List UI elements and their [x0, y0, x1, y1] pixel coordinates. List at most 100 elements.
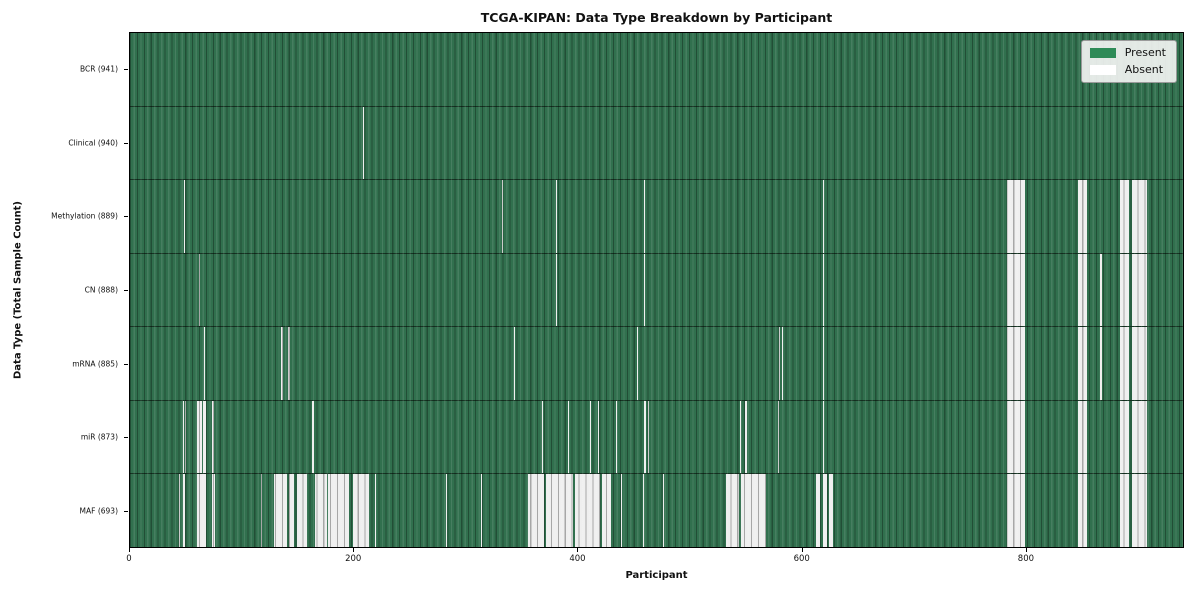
- x-tick-label: 400: [569, 554, 586, 564]
- absent-run: [1077, 400, 1087, 474]
- y-tick-mark: [124, 290, 128, 291]
- absent-run: [615, 400, 617, 474]
- absent-run: [328, 474, 350, 548]
- absent-run: [1007, 474, 1026, 548]
- y-tick-mark: [124, 68, 128, 70]
- absent-run: [481, 474, 483, 548]
- absent-run: [822, 253, 824, 327]
- heatmap-row-maf: [130, 474, 1183, 548]
- absent-run: [1120, 474, 1130, 548]
- absent-run: [556, 253, 558, 327]
- y-tick-mark: [124, 511, 128, 513]
- absent-run: [288, 474, 295, 548]
- absent-run: [1007, 327, 1026, 400]
- absent-run: [541, 400, 543, 474]
- x-tick-mark: [353, 548, 355, 552]
- absent-run: [597, 400, 599, 474]
- absent-run: [1100, 327, 1103, 400]
- absent-run: [182, 474, 185, 548]
- absent-run: [621, 474, 623, 548]
- absent-run: [546, 474, 574, 548]
- absent-run: [203, 327, 205, 400]
- x-tick-label: 800: [1017, 554, 1035, 564]
- y-tick-label-clinical: Clinical (940): [68, 138, 118, 148]
- absent-run: [829, 474, 833, 548]
- absent-run: [1131, 253, 1148, 327]
- absent-run: [179, 474, 181, 548]
- x-tick-label: 600: [793, 554, 810, 564]
- heatmap-row-mir: [130, 400, 1183, 475]
- heatmap-row-mrna: [130, 327, 1183, 401]
- absent-run: [740, 474, 766, 548]
- absent-run: [602, 474, 612, 548]
- absent-run: [445, 474, 447, 548]
- absent-run: [375, 474, 377, 548]
- x-tick-mark: [129, 548, 130, 552]
- absent-run: [643, 400, 646, 474]
- absent-run: [642, 474, 644, 548]
- legend-item-present: Present: [1089, 46, 1166, 59]
- absent-run: [636, 327, 639, 400]
- heatmap-row-methylation: [130, 180, 1183, 254]
- absent-run: [260, 474, 263, 548]
- absent-run: [1007, 400, 1026, 474]
- absent-run: [352, 474, 370, 548]
- y-tick-label-mir: miR (873): [80, 432, 118, 442]
- absent-run: [782, 327, 784, 400]
- absent-run: [1077, 180, 1087, 253]
- absent-run: [822, 474, 828, 548]
- absent-run: [643, 180, 645, 253]
- absent-run: [211, 400, 214, 474]
- absent-run: [314, 474, 327, 548]
- absent-run: [643, 253, 645, 327]
- absent-run: [1077, 327, 1087, 400]
- heatmap-row-cn: [130, 253, 1183, 328]
- absent-run: [1120, 180, 1130, 253]
- absent-run: [1120, 327, 1130, 400]
- absent-run: [184, 400, 186, 474]
- absent-run: [648, 400, 650, 474]
- legend: Present Absent: [1080, 40, 1177, 83]
- absent-run: [1131, 400, 1148, 474]
- absent-run: [362, 106, 364, 180]
- absent-run: [567, 400, 569, 474]
- chart-title: TCGA-KIPAN: Data Type Breakdown by Parti…: [480, 10, 833, 25]
- absent-run: [739, 400, 741, 474]
- absent-run: [556, 180, 558, 253]
- absent-run: [202, 400, 207, 474]
- absent-run: [726, 474, 739, 548]
- legend-label-absent: Absent: [1124, 63, 1164, 76]
- absent-run: [1131, 327, 1148, 400]
- y-tick-mark: [124, 216, 128, 218]
- absent-run: [312, 400, 314, 474]
- absent-run: [1120, 400, 1130, 474]
- legend-item-absent: Absent: [1089, 63, 1166, 76]
- y-tick-label-cn: CN (888): [84, 285, 118, 295]
- absent-run: [1077, 253, 1087, 327]
- absent-run: [528, 474, 545, 548]
- x-tick-mark: [577, 548, 579, 552]
- absent-run: [822, 180, 824, 253]
- heatmap-row-clinical: [130, 106, 1183, 181]
- heatmap-rows: [130, 33, 1183, 548]
- absent-run: [822, 400, 824, 474]
- absent-run: [1100, 253, 1103, 327]
- absent-run: [182, 400, 184, 474]
- absent-run: [287, 327, 291, 400]
- absent-run: [501, 180, 503, 253]
- x-tick-label: 200: [345, 554, 362, 564]
- plot-area: Present Absent: [129, 32, 1184, 548]
- absent-run: [1131, 180, 1148, 253]
- absent-run: [296, 474, 307, 548]
- y-tick-mark: [124, 363, 128, 365]
- heatmap-row-bcr: [130, 33, 1183, 107]
- legend-label-present: Present: [1124, 46, 1166, 59]
- x-tick-label: 0: [126, 554, 132, 564]
- absent-run: [589, 400, 592, 474]
- absent-run: [662, 474, 664, 548]
- absent-run: [1007, 180, 1026, 253]
- y-tick-mark: [124, 437, 128, 439]
- absent-run: [1077, 474, 1087, 548]
- y-tick-mark: [124, 142, 128, 144]
